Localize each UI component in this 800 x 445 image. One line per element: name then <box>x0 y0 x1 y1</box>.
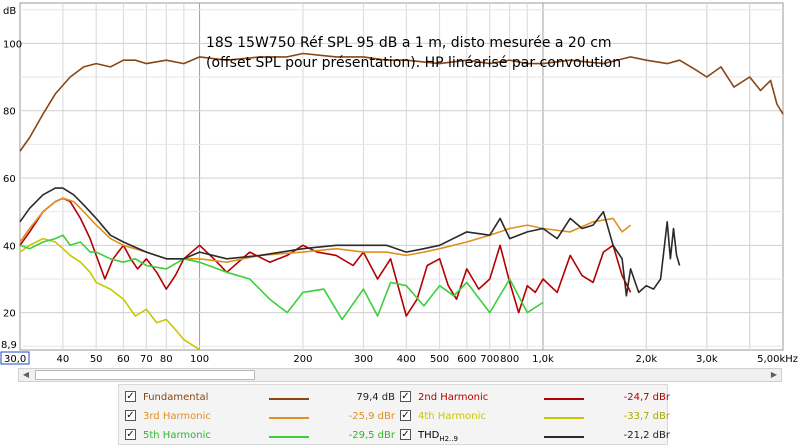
x-min-value-label: 30,0 <box>4 354 26 365</box>
x-tick-label: 3,0k <box>696 354 718 365</box>
x-tick-label: 50 <box>90 354 103 365</box>
scrollbar-thumb[interactable] <box>35 370 255 380</box>
legend-item-thd[interactable]: ✓ THDH2..9 -21,2 dBr <box>394 425 670 445</box>
legend-checkbox[interactable]: ✓ <box>400 410 411 421</box>
y-tick-label: 20 <box>3 309 16 320</box>
legend-checkbox[interactable]: ✓ <box>400 429 411 440</box>
legend-swatch <box>269 436 309 438</box>
legend-item-3rd-harmonic[interactable]: ✓ 3rd Harmonic -25,9 dBr <box>119 406 395 426</box>
y-bottom-value-label: 8,9 <box>1 340 17 351</box>
horizontal-scrollbar[interactable]: ◀ ▶ <box>18 368 782 382</box>
legend-swatch <box>269 417 309 419</box>
x-tick-label: 80 <box>160 354 173 365</box>
legend-label: 4th Harmonic <box>418 411 486 422</box>
x-tick-label: 700 <box>480 354 499 365</box>
legend-item-5th-harmonic[interactable]: ✓ 5th Harmonic -29,5 dBr <box>119 425 395 445</box>
x-tick-label: 70 <box>140 354 153 365</box>
legend-swatch <box>544 398 584 400</box>
legend-value: 79,4 dB <box>356 392 395 403</box>
legend-label: 3rd Harmonic <box>143 411 211 422</box>
chart-title-line: 18S 15W750 Réf SPL 95 dB a 1 m, disto me… <box>206 35 612 51</box>
legend-item-4th-harmonic[interactable]: ✓ 4th Harmonic -33,7 dBr <box>394 406 670 426</box>
legend-item-fundamental[interactable]: ✓ Fundamental 79,4 dB <box>119 387 395 407</box>
legend-label: Fundamental <box>143 392 209 403</box>
legend-checkbox[interactable]: ✓ <box>125 410 136 421</box>
x-tick-label: 2,0k <box>635 354 657 365</box>
x-tick-label: 400 <box>397 354 416 365</box>
legend-checkbox[interactable]: ✓ <box>125 429 136 440</box>
legend-panel: ✓ Fundamental 79,4 dB ✓ 2nd Harmonic -24… <box>118 384 670 445</box>
x-tick-label: 1,0k <box>532 354 554 365</box>
legend-value: -21,2 dBr <box>623 430 670 441</box>
x-tick-label: 200 <box>293 354 312 365</box>
legend-item-2nd-harmonic[interactable]: ✓ 2nd Harmonic -24,7 dBr <box>394 387 670 407</box>
x-tick-label: 300 <box>354 354 373 365</box>
series-line-4th-harmonic <box>19 237 201 351</box>
legend-label: 5th Harmonic <box>143 430 211 441</box>
x-min-value-box <box>0 351 30 365</box>
x-tick-label: 100 <box>190 354 209 365</box>
legend-checkbox[interactable]: ✓ <box>400 391 411 402</box>
chart-title-line: (offset SPL pour présentation). HP linéa… <box>206 55 621 71</box>
x-tick-label: 800 <box>500 354 519 365</box>
x-tick-label: 60 <box>117 354 130 365</box>
legend-swatch <box>544 417 584 419</box>
y-tick-label: 60 <box>3 174 16 185</box>
legend-swatch <box>544 436 584 438</box>
legend-value: -24,7 dBr <box>623 392 670 403</box>
x-tick-label: 500 <box>430 354 449 365</box>
x-tick-label: 40 <box>57 354 70 365</box>
legend-checkbox[interactable]: ✓ <box>125 391 136 402</box>
series-line-5th-harmonic <box>19 234 544 321</box>
x-tick-label: 600 <box>457 354 476 365</box>
legend-value: -25,9 dBr <box>348 411 395 422</box>
y-tick-label: 80 <box>3 107 16 118</box>
y-tick-label: 100 <box>3 39 22 50</box>
series-line-thd <box>19 187 681 297</box>
legend-label: THDH2..9 <box>418 430 458 443</box>
legend-value: -33,7 dBr <box>623 411 670 422</box>
series-line-3rd-harmonic <box>19 197 632 263</box>
series-line-2nd-harmonic <box>19 197 632 317</box>
scroll-left-arrow-icon[interactable]: ◀ <box>22 370 30 379</box>
legend-label: 2nd Harmonic <box>418 392 489 403</box>
series-line-fundamental <box>19 52 784 152</box>
y-axis-label: dB <box>3 6 16 17</box>
legend-value: -29,5 dBr <box>348 430 395 441</box>
scroll-right-arrow-icon[interactable]: ▶ <box>770 370 778 379</box>
x-tick-label: 5,00kHz <box>757 354 798 365</box>
y-tick-label: 40 <box>3 241 16 252</box>
chart-svg: 20 40 60 80 100 dB 8,9 30,0 40 50 60 70 80 100 200 300 4… <box>0 2 798 365</box>
legend-swatch <box>269 398 309 400</box>
